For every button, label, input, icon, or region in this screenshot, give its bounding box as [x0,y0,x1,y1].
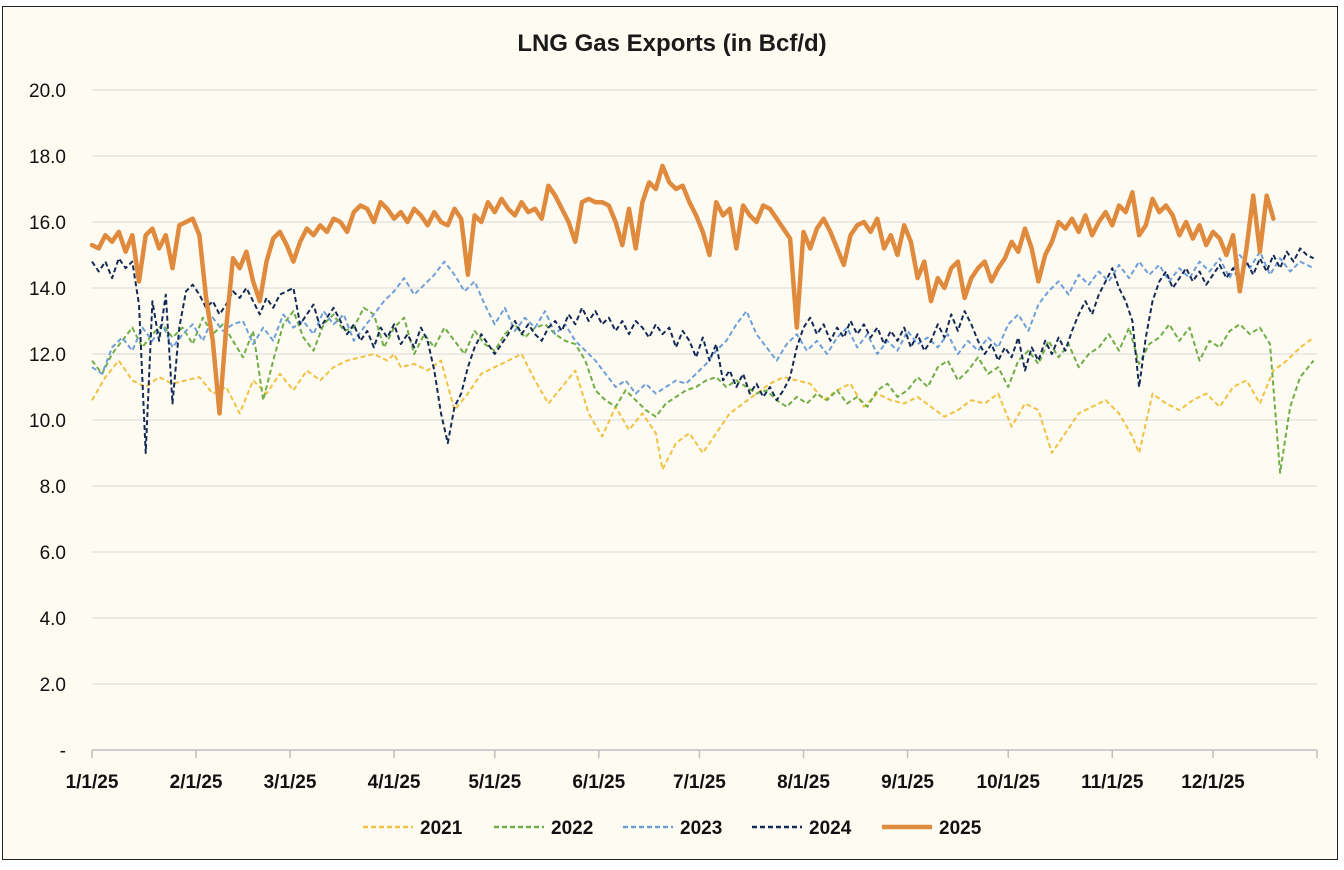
y-axis-ticks: - 2.0 4.0 6.0 8.0 10.0 12.0 14.0 16.0 18.0 20.0 [29,81,66,762]
legend-label-2025: 2025 [939,818,982,839]
x-axis-ticks: 1/1/25 2/1/25 3/1/25 4/1/25 5/1/25 6/1/25 7/1/… [66,772,1245,793]
series-line-2024 [91,247,1315,454]
series-line-2021 [91,336,1315,471]
y-tick-label: 18.0 [29,147,66,168]
legend-label-2023: 2023 [680,818,722,839]
x-tick-label: 12/1/25 [1181,772,1245,793]
y-tick-label: - [60,741,66,762]
gridlines [91,89,1318,758]
x-tick-label: 1/1/25 [66,772,119,793]
x-tick-label: 8/1/25 [777,772,830,793]
chart-title: LNG Gas Exports (in Bcf/d) [517,30,826,57]
y-tick-label: 16.0 [29,213,66,234]
x-tick-label: 4/1/25 [368,772,421,793]
series-line-2025 [89,163,1276,416]
y-tick-label: 20.0 [29,81,66,102]
x-tick-label: 2/1/25 [170,772,223,793]
x-tick-label: 10/1/25 [977,772,1041,793]
y-tick-label: 12.0 [29,345,66,366]
series-line-2023 [91,250,1315,395]
x-tick-label: 7/1/25 [673,772,726,793]
y-tick-label: 14.0 [29,279,66,300]
x-tick-label: 11/1/25 [1081,772,1144,793]
series-line-2022 [91,306,1315,474]
y-tick-label: 10.0 [29,411,66,432]
x-tick-label: 6/1/25 [572,772,625,793]
x-tick-label: 5/1/25 [468,772,521,793]
y-tick-label: 8.0 [40,477,66,498]
series-lines [89,163,1315,474]
legend-label-2021: 2021 [420,818,463,839]
y-tick-label: 4.0 [40,609,66,630]
y-tick-label: 6.0 [40,543,66,564]
legend-label-2022: 2022 [551,818,593,839]
x-tick-label: 9/1/25 [881,772,934,793]
legend-label-2024: 2024 [809,818,852,839]
y-tick-label: 2.0 [40,675,66,696]
chart-frame [2,6,1338,860]
x-tick-label: 3/1/25 [264,772,317,793]
legend: 2021 2022 2023 2024 2025 [363,818,982,839]
